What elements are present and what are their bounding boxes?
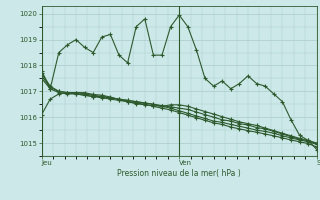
X-axis label: Pression niveau de la mer( hPa ): Pression niveau de la mer( hPa ) (117, 169, 241, 178)
